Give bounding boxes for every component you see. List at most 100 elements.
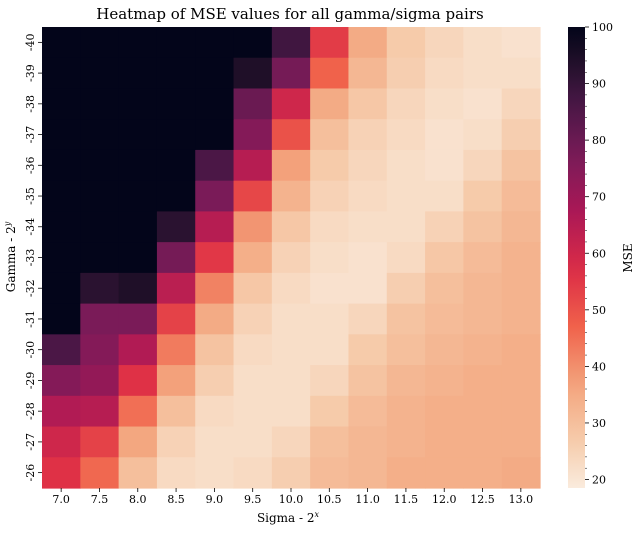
heatmap-cell	[118, 303, 158, 335]
heatmap-cell	[233, 365, 273, 397]
heatmap-cell	[310, 334, 350, 366]
heatmap-cell	[386, 180, 426, 212]
heatmap-cell	[348, 27, 388, 59]
heatmap-cell	[348, 149, 388, 182]
heatmap-cell	[425, 211, 464, 243]
heatmap-cell	[348, 457, 388, 489]
chart-title: Heatmap of MSE values for all gamma/sigm…	[96, 5, 483, 23]
heatmap-cell	[310, 119, 350, 151]
heatmap-cell	[42, 334, 81, 366]
heatmap-cell	[118, 365, 158, 397]
heatmap-cell	[348, 365, 388, 397]
heatmap-cell	[386, 57, 426, 90]
heatmap-cell	[425, 426, 464, 458]
y-tick-label: -39	[24, 64, 37, 82]
heatmap-cell	[425, 334, 464, 366]
heatmap-cell	[463, 395, 503, 428]
heatmap-cell	[386, 119, 426, 151]
heatmap-cell	[425, 365, 464, 397]
heatmap-cell	[195, 334, 235, 366]
colorbar-tick-label: 50	[592, 304, 606, 317]
heatmap-cell	[271, 426, 311, 458]
x-tick-label: 11.0	[355, 493, 380, 506]
heatmap-cell	[271, 242, 311, 274]
x-axis: 7.0 7.5 8.0 8.5 9.0 9.5 10.0 10.5 11.0 11.5 12.0 12…	[52, 488, 533, 506]
heatmap-cell	[310, 211, 350, 243]
x-tick-label: 10.0	[279, 493, 304, 506]
heatmap-cell	[42, 426, 81, 458]
heatmap-cell	[156, 242, 196, 274]
heatmap-cell	[310, 457, 350, 489]
heatmap-cell	[348, 426, 388, 458]
heatmap-cell	[348, 303, 388, 335]
y-tick-label: -35	[24, 187, 37, 205]
heatmap-cell	[386, 88, 426, 120]
colorbar-tick-label: 100	[592, 21, 613, 34]
heatmap-cell	[425, 180, 464, 212]
heatmap-cell	[42, 303, 81, 335]
heatmap-cell	[42, 57, 81, 90]
heatmap-cells	[42, 27, 541, 489]
heatmap-cell	[271, 149, 311, 182]
heatmap-cell	[501, 27, 541, 59]
heatmap-cell	[271, 57, 311, 90]
heatmap-cell	[501, 272, 541, 305]
heatmap-cell	[80, 57, 120, 90]
heatmap-cell	[463, 57, 503, 90]
heatmap-cell	[463, 303, 503, 335]
heatmap-cell	[195, 457, 235, 489]
heatmap-cell	[195, 119, 235, 151]
heatmap-cell	[156, 272, 196, 305]
heatmap-cell	[386, 149, 426, 182]
heatmap-cell	[233, 119, 273, 151]
heatmap-cell	[463, 426, 503, 458]
heatmap-cell	[310, 180, 350, 212]
heatmap-cell	[271, 27, 311, 59]
y-tick-label: -27	[24, 433, 37, 451]
heatmap-cell	[425, 88, 464, 120]
heatmap-cell	[463, 272, 503, 305]
heatmap-cell	[463, 365, 503, 397]
heatmap-cell	[80, 365, 120, 397]
y-axis-label-text: Gamma - 2	[4, 226, 18, 292]
heatmap-cell	[195, 149, 235, 182]
heatmap-cell	[156, 395, 196, 428]
heatmap-cell	[425, 457, 464, 489]
heatmap-cell	[118, 334, 158, 366]
y-axis-label: Gamma - 2y	[3, 221, 18, 292]
heatmap-cell	[501, 211, 541, 243]
x-tick-label: 9.0	[206, 493, 224, 506]
heatmap-cell	[271, 88, 311, 120]
colorbar-tick-label: 60	[592, 247, 606, 260]
heatmap-cell	[463, 180, 503, 212]
colorbar-tick-label: 80	[592, 134, 606, 147]
heatmap-cell	[425, 119, 464, 151]
heatmap-cell	[271, 303, 311, 335]
heatmap-cell	[233, 211, 273, 243]
heatmap-cell	[80, 211, 120, 243]
heatmap-cell	[348, 211, 388, 243]
x-axis-label: Sigma - 2x	[257, 510, 320, 525]
y-tick-label: -37	[24, 126, 37, 144]
heatmap-cell	[118, 57, 158, 90]
heatmap-cell	[501, 149, 541, 182]
heatmap-cell	[463, 211, 503, 243]
heatmap-cell	[348, 119, 388, 151]
heatmap-cell	[80, 149, 120, 182]
heatmap-cell	[195, 88, 235, 120]
heatmap-cell	[195, 57, 235, 90]
heatmap-cell	[463, 88, 503, 120]
heatmap-cell	[233, 457, 273, 489]
x-tick-label: 8.0	[129, 493, 147, 506]
heatmap-cell	[118, 211, 158, 243]
x-axis-label-exponent: x	[315, 510, 320, 519]
heatmap-cell	[501, 180, 541, 212]
x-tick-label: 7.5	[91, 493, 109, 506]
heatmap-cell	[156, 57, 196, 90]
heatmap-cell	[501, 303, 541, 335]
heatmap-cell	[271, 211, 311, 243]
heatmap-cell	[118, 88, 158, 120]
colorbar-tick-label: 90	[592, 78, 606, 91]
heatmap-cell	[386, 426, 426, 458]
y-tick-label: -40	[24, 34, 37, 52]
